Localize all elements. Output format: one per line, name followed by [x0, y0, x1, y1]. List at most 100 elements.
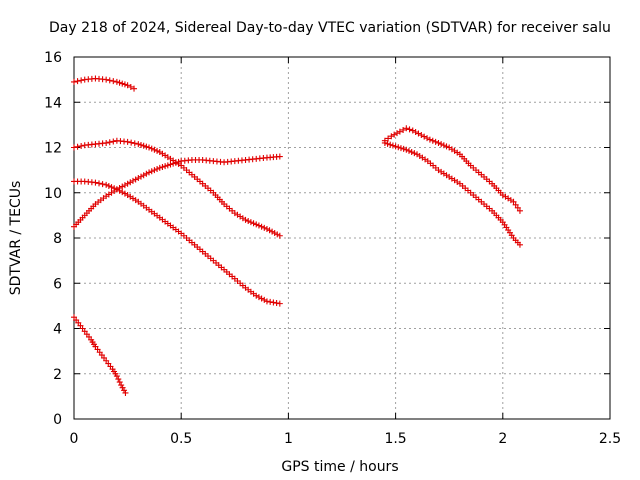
data-point [151, 146, 158, 153]
data-point [113, 186, 120, 193]
y-tick-label: 16 [44, 50, 62, 66]
data-point [119, 384, 126, 391]
data-series-arc-5 [71, 314, 129, 396]
data-point [131, 140, 138, 147]
data-point [119, 80, 126, 87]
data-point [385, 135, 392, 142]
data-point [400, 145, 407, 152]
data-series-arc-4 [71, 153, 283, 230]
data-point [438, 141, 445, 148]
data-point [432, 138, 439, 145]
data-point [421, 133, 428, 140]
data-series-arc-6 [381, 125, 523, 214]
y-tick-label: 8 [53, 231, 62, 247]
data-point [121, 81, 128, 88]
data-point [146, 169, 153, 176]
data-point [514, 204, 521, 211]
chart-title: Day 218 of 2024, Sidereal Day-to-day VTE… [49, 20, 611, 36]
data-point [273, 300, 280, 307]
data-point [74, 143, 81, 150]
data-point [426, 136, 433, 143]
data-point [172, 159, 179, 166]
x-tick-label: 0.5 [170, 431, 192, 447]
data-point [409, 127, 416, 134]
data-point [127, 179, 134, 186]
data-point [116, 79, 123, 86]
data-point [395, 144, 402, 151]
data-point [148, 168, 155, 175]
data-point [154, 165, 161, 172]
data-point [408, 149, 415, 156]
data-point [78, 142, 85, 149]
data-point [253, 292, 260, 299]
data-point [121, 190, 128, 197]
data-point [247, 219, 254, 226]
data-point [242, 216, 249, 223]
data-point [418, 132, 425, 139]
data-point [135, 175, 142, 182]
data-point [255, 222, 262, 229]
data-point [255, 294, 262, 301]
data-point [124, 82, 131, 89]
data-point [403, 125, 410, 132]
data-point [119, 183, 126, 190]
y-tick-label: 0 [53, 412, 62, 428]
data-point [103, 181, 110, 188]
data-series-arc-1 [71, 75, 138, 92]
data-point [516, 241, 523, 248]
data-point [397, 145, 404, 152]
data-point [71, 78, 77, 85]
data-point [440, 142, 447, 149]
data-point [99, 181, 106, 188]
x-tick-label: 2.5 [599, 431, 621, 447]
x-tick-label: 1.5 [384, 431, 406, 447]
data-point [245, 218, 252, 225]
data-point [381, 139, 388, 146]
data-point [116, 379, 123, 386]
data-point [403, 146, 410, 153]
data-point [266, 227, 273, 234]
data-point [71, 144, 77, 151]
y-tick-label: 4 [53, 322, 62, 338]
data-point [159, 164, 166, 171]
data-point [384, 140, 391, 147]
data-point [267, 298, 274, 305]
data-point [387, 141, 394, 148]
data-points [71, 75, 523, 396]
data-point [103, 139, 110, 146]
data-series-arc-2 [71, 137, 283, 239]
data-point [127, 83, 134, 90]
data-point [391, 131, 398, 138]
data-point [510, 198, 517, 205]
data-point [443, 143, 450, 150]
data-point [263, 225, 270, 232]
data-point [115, 376, 122, 383]
data-point [138, 173, 144, 180]
data-point [121, 182, 128, 189]
data-point [106, 77, 113, 84]
data-point [271, 230, 278, 237]
data-point [124, 180, 131, 187]
data-point [113, 373, 120, 380]
data-point [429, 137, 436, 144]
data-point [424, 135, 431, 142]
data-point [103, 76, 110, 83]
data-series-arc-7 [381, 139, 523, 248]
x-axis-label: GPS time / hours [281, 459, 398, 475]
data-point [258, 295, 265, 302]
data-point [250, 220, 257, 227]
data-point [253, 221, 260, 228]
data-point [131, 85, 138, 92]
data-point [269, 228, 276, 235]
data-point [140, 172, 147, 179]
data-point [164, 162, 171, 169]
data-point [396, 128, 403, 135]
x-tick-label: 2 [498, 431, 507, 447]
data-point [162, 163, 169, 170]
data-point [110, 138, 117, 145]
data-point [140, 142, 147, 149]
data-point [151, 167, 158, 174]
data-point [394, 130, 401, 137]
y-axis-label: SDTVAR / TECUs [8, 181, 24, 296]
